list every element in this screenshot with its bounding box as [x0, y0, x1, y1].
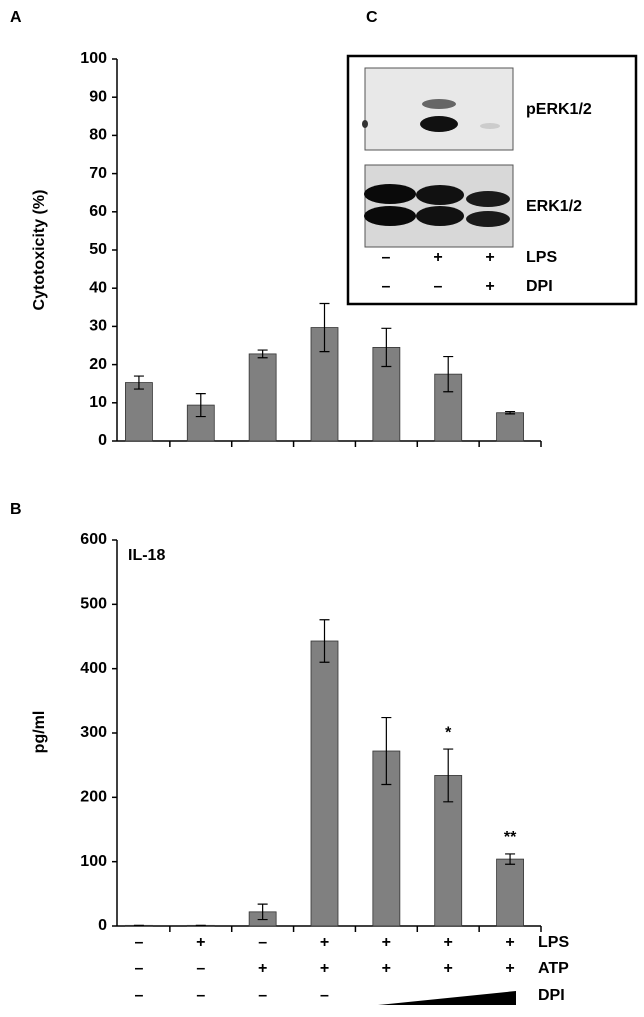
y-axis-label: Cytotoxicity (%) [31, 190, 48, 311]
error-bar [381, 716, 392, 786]
treatment-sign: + [505, 960, 514, 977]
annotation: IL-18 [128, 547, 165, 564]
treatment-sign: – [382, 249, 391, 266]
error-bar [505, 853, 516, 865]
y-tick-label: 40 [89, 279, 107, 296]
y-tick-label: 70 [89, 165, 107, 182]
y-tick-label: 30 [89, 318, 107, 335]
treatment-label: LPS [538, 934, 569, 951]
error-bar [133, 375, 144, 390]
error-bar [443, 748, 454, 803]
error-bar [257, 349, 268, 359]
treatment-label: LPS [526, 249, 557, 266]
band-label: ERK1/2 [526, 198, 582, 215]
treatment-sign: – [382, 278, 391, 295]
treatment-sign: + [382, 960, 391, 977]
y-tick-label: 50 [89, 241, 107, 258]
treatment-sign: – [134, 987, 143, 1004]
treatment-label: DPI [526, 278, 553, 295]
value-label: * [445, 724, 452, 741]
treatment-sign: + [196, 934, 205, 951]
y-tick-label: 0 [98, 432, 107, 449]
blot-band [364, 206, 416, 226]
treatment-sign: – [134, 960, 143, 977]
y-tick-label: 500 [80, 596, 107, 613]
error-bar [319, 302, 330, 353]
y-tick-label: 300 [80, 724, 107, 741]
blot-band [466, 211, 510, 227]
panel-label: C [366, 9, 378, 26]
treatment-sign: – [196, 960, 205, 977]
blot-band [364, 184, 416, 204]
y-tick-label: 80 [89, 127, 107, 144]
treatment-sign: – [196, 987, 205, 1004]
blot-band [420, 116, 458, 132]
treatment-sign: – [320, 987, 329, 1004]
blot-band [422, 99, 456, 109]
y-tick-label: 10 [89, 394, 107, 411]
y-tick-label: 0 [98, 917, 107, 934]
y-tick-label: 60 [89, 203, 107, 220]
treatment-sign: + [258, 960, 267, 977]
dose-wedge [378, 991, 516, 1005]
treatment-sign: + [485, 249, 494, 266]
treatment-sign: + [320, 934, 329, 951]
y-tick-label: 100 [80, 853, 107, 870]
treatment-sign: – [258, 987, 267, 1004]
y-tick-label: 600 [80, 531, 107, 548]
error-bar [257, 903, 268, 921]
bar [496, 412, 524, 442]
treatment-sign: + [382, 934, 391, 951]
y-tick-label: 400 [80, 660, 107, 677]
error-bar [381, 327, 392, 368]
band-label: pERK1/2 [526, 101, 592, 118]
treatment-sign: + [444, 960, 453, 977]
treatment-sign: + [444, 934, 453, 951]
panel-label: A [10, 9, 22, 26]
y-tick-label: 20 [89, 356, 107, 373]
y-tick-label: 90 [89, 88, 107, 105]
blot-band [466, 191, 510, 207]
value-label: ** [504, 829, 517, 846]
panel-label: B [10, 501, 22, 518]
treatment-sign: – [258, 934, 267, 951]
blot-band [362, 120, 368, 128]
treatment-label: ATP [538, 960, 569, 977]
treatment-sign: + [433, 249, 442, 266]
treatment-sign: + [485, 278, 494, 295]
blot-band [480, 123, 500, 129]
blot-band [416, 185, 464, 205]
error-bar [195, 393, 206, 418]
error-bar [505, 410, 516, 415]
blot-panel: pERK1/2 ERK1/2 [346, 54, 638, 306]
bar [248, 353, 277, 442]
y-axis-label: pg/ml [31, 711, 48, 754]
treatment-sign: – [434, 278, 443, 295]
y-tick-label: 200 [80, 789, 107, 806]
treatment-sign: – [134, 934, 143, 951]
bar [496, 858, 524, 927]
bar [125, 382, 153, 442]
treatment-sign: + [320, 960, 329, 977]
blot-band [416, 206, 464, 226]
treatment-label: DPI [538, 987, 565, 1004]
error-bar [443, 355, 454, 393]
error-bar [319, 619, 330, 663]
y-tick-label: 100 [80, 50, 107, 67]
treatment-sign: + [505, 934, 514, 951]
bar [310, 640, 339, 927]
